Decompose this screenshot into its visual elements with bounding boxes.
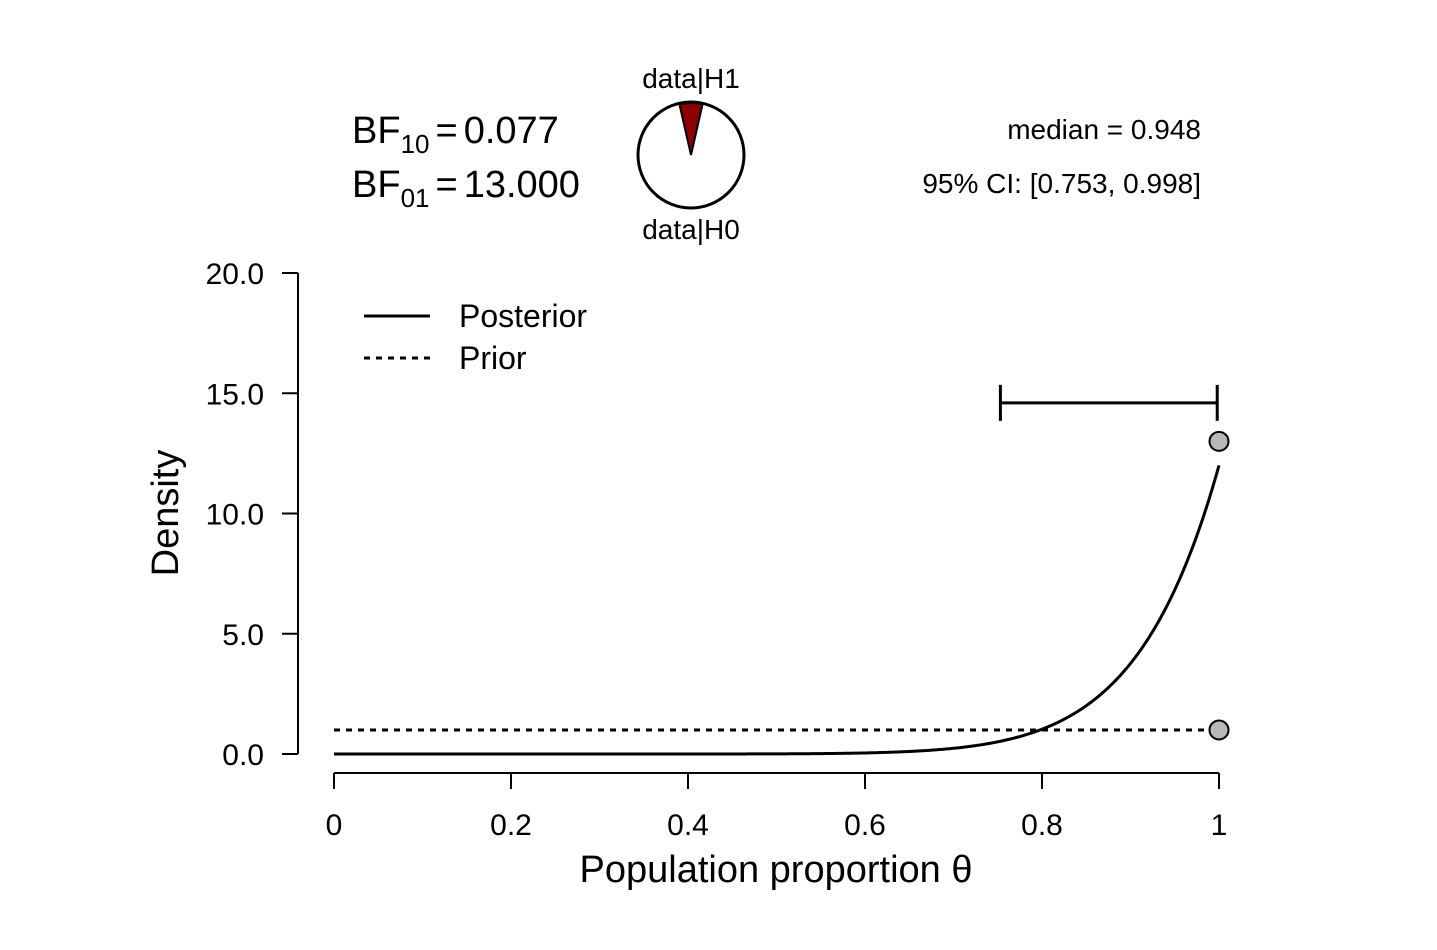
median-text: median = 0.948 xyxy=(1007,114,1201,145)
y-tick-label: 0.0 xyxy=(222,739,264,772)
y-axis-title: Density xyxy=(145,450,187,577)
x-tick-label: 0.6 xyxy=(844,809,886,842)
x-axis: 0 0.2 0.4 0.6 0.8 1 xyxy=(326,772,1228,842)
pie-wedge-h1 xyxy=(678,101,704,156)
y-tick-label: 10.0 xyxy=(206,499,264,532)
legend-prior-label: Prior xyxy=(459,340,527,376)
pie-label-h0: data|H0 xyxy=(642,214,740,245)
bayes-factor-block: BF10 = 0.077 BF01 = 13.000 xyxy=(352,110,580,213)
legend: Posterior Prior xyxy=(364,298,587,376)
probability-wheel: data|H1 data|H0 xyxy=(636,63,746,245)
legend-posterior-label: Posterior xyxy=(459,298,587,334)
plot-area xyxy=(334,384,1230,756)
x-tick-label: 0.4 xyxy=(667,809,709,842)
bf01-text: BF01 = 13.000 xyxy=(352,164,580,213)
x-tick-label: 0.2 xyxy=(490,809,532,842)
x-tick-label: 1 xyxy=(1211,809,1228,842)
ci-text: 95% CI: [0.753, 0.998] xyxy=(922,168,1201,199)
prior-point xyxy=(1208,719,1230,741)
y-tick-label: 5.0 xyxy=(222,619,264,652)
bf10-text: BF10 = 0.077 xyxy=(352,110,559,159)
y-tick-label: 15.0 xyxy=(206,378,264,411)
x-axis-title: Population proportion θ xyxy=(580,849,973,891)
x-tick-label: 0 xyxy=(326,809,343,842)
pie-label-h1: data|H1 xyxy=(642,63,740,94)
y-tick-label: 20.0 xyxy=(206,258,264,291)
x-tick-label: 0.8 xyxy=(1021,809,1063,842)
posterior-curve xyxy=(334,464,1221,756)
posterior-point xyxy=(1208,430,1230,452)
y-axis: 0.0 5.0 10.0 15.0 20.0 xyxy=(206,258,299,772)
